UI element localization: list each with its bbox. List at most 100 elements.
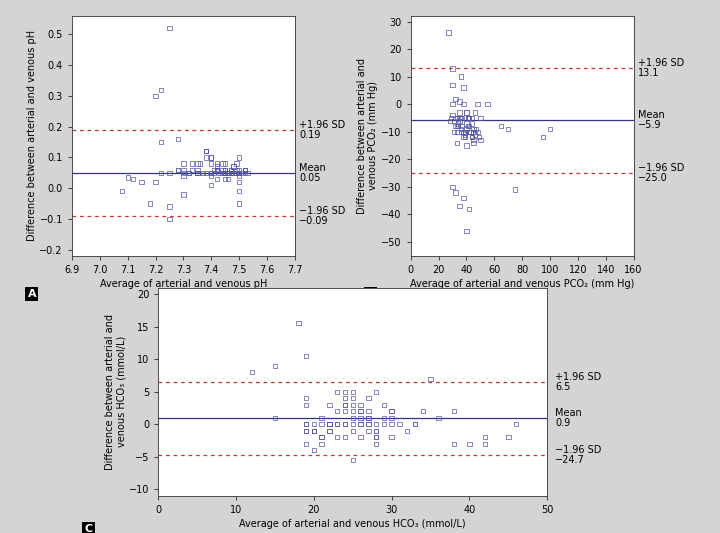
Point: [339, 400, 351, 409]
Point: [347, 414, 359, 422]
Point: [468, 136, 480, 144]
Point: [217, 168, 228, 177]
Point: [461, 125, 472, 133]
Point: [217, 168, 228, 177]
Point: [178, 168, 189, 177]
Point: [230, 159, 242, 168]
Point: [370, 439, 382, 448]
Point: [470, 125, 482, 133]
Point: [425, 375, 436, 383]
Point: [454, 202, 465, 211]
Point: [228, 168, 239, 177]
Point: [205, 172, 217, 180]
Point: [452, 122, 464, 131]
Point: [455, 114, 467, 122]
Point: [448, 439, 459, 448]
Point: [211, 163, 222, 171]
Point: [220, 168, 231, 177]
Text: −5.9: −5.9: [638, 120, 662, 131]
Point: [217, 165, 228, 174]
Point: [205, 153, 217, 161]
Point: [347, 426, 359, 435]
Point: [370, 387, 382, 396]
Point: [163, 215, 175, 223]
Point: [211, 165, 222, 174]
Point: [197, 168, 209, 177]
Point: [205, 168, 217, 177]
Point: [228, 163, 239, 171]
Point: [447, 111, 459, 119]
Text: +1.96 SD: +1.96 SD: [555, 372, 601, 382]
Point: [458, 127, 469, 136]
Point: [316, 433, 328, 441]
Point: [339, 387, 351, 396]
Point: [186, 165, 197, 174]
Point: [200, 168, 212, 177]
Point: [300, 439, 312, 448]
Point: [363, 414, 374, 422]
Point: [465, 127, 477, 136]
Point: [474, 136, 486, 144]
Point: [233, 168, 245, 177]
Point: [462, 122, 474, 131]
Point: [308, 446, 320, 455]
Point: [472, 100, 483, 109]
Point: [186, 159, 197, 168]
Point: [461, 108, 472, 117]
Point: [455, 72, 467, 81]
Point: [316, 439, 328, 448]
Point: [363, 420, 374, 429]
Point: [464, 205, 475, 213]
Point: [217, 159, 228, 168]
Text: −25.0: −25.0: [638, 173, 668, 183]
Text: +1.96 SD: +1.96 SD: [300, 120, 346, 130]
Point: [451, 122, 462, 131]
Point: [464, 439, 475, 448]
Point: [370, 433, 382, 441]
Point: [363, 414, 374, 422]
Point: [467, 119, 478, 128]
Point: [324, 400, 336, 409]
X-axis label: Average of arterial and venous pH: Average of arterial and venous pH: [100, 279, 267, 289]
Point: [339, 420, 351, 429]
Point: [211, 165, 222, 174]
Point: [510, 420, 522, 429]
Point: [386, 407, 397, 416]
Point: [233, 168, 245, 177]
Point: [194, 159, 206, 168]
Point: [184, 168, 195, 177]
Point: [339, 394, 351, 402]
Point: [220, 165, 231, 174]
Point: [200, 147, 212, 156]
Text: 0.9: 0.9: [555, 418, 570, 429]
Point: [300, 420, 312, 429]
Point: [370, 426, 382, 435]
Point: [339, 433, 351, 441]
Point: [308, 426, 320, 435]
Text: 6.5: 6.5: [555, 382, 570, 392]
Point: [454, 97, 465, 106]
Point: [211, 175, 222, 183]
Point: [468, 125, 480, 133]
Text: Mean: Mean: [638, 110, 665, 120]
Point: [469, 108, 480, 117]
Point: [324, 420, 336, 429]
Point: [220, 168, 231, 177]
Point: [324, 420, 336, 429]
Point: [300, 420, 312, 429]
Point: [178, 159, 189, 168]
Point: [339, 420, 351, 429]
Point: [443, 28, 454, 37]
Point: [239, 168, 251, 177]
Y-axis label: Difference between arterial and
venous PCO₂ (mm Hg): Difference between arterial and venous P…: [357, 58, 379, 214]
Point: [205, 153, 217, 161]
Point: [462, 114, 474, 122]
Point: [363, 426, 374, 435]
Point: [454, 114, 465, 122]
Point: [178, 172, 189, 180]
Point: [308, 426, 320, 435]
Point: [331, 433, 343, 441]
Text: Mean: Mean: [555, 408, 582, 418]
Point: [211, 159, 222, 168]
Point: [117, 187, 128, 196]
